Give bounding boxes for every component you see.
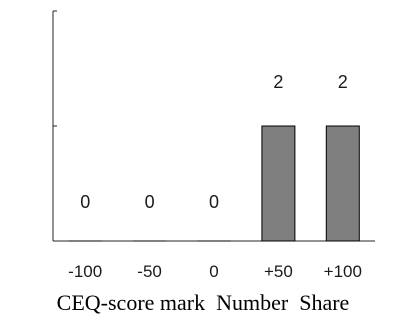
x-axis-ticks: -100 -50 0 +50 +100 <box>68 262 362 281</box>
bars <box>68 125 360 242</box>
data-label-0: 0 <box>209 192 219 212</box>
data-label--50: 0 <box>145 192 155 212</box>
x-axis-label: CEQ-score mark Number Share <box>57 290 350 315</box>
data-label-+100: 2 <box>338 72 348 92</box>
x-tick-label: -50 <box>137 262 162 281</box>
x-tick-label: 0 <box>209 262 218 281</box>
data-label-+50: 2 <box>273 72 283 92</box>
bar-+100 <box>325 125 360 242</box>
x-tick-label: +100 <box>324 262 362 281</box>
data-labels: 0 0 0 2 2 <box>80 72 348 212</box>
x-tick-label: +50 <box>264 262 293 281</box>
bar-+50 <box>261 125 296 242</box>
x-tick-label: -100 <box>68 262 102 281</box>
data-label--100: 0 <box>80 192 90 212</box>
y-axis-ticks <box>53 10 57 242</box>
